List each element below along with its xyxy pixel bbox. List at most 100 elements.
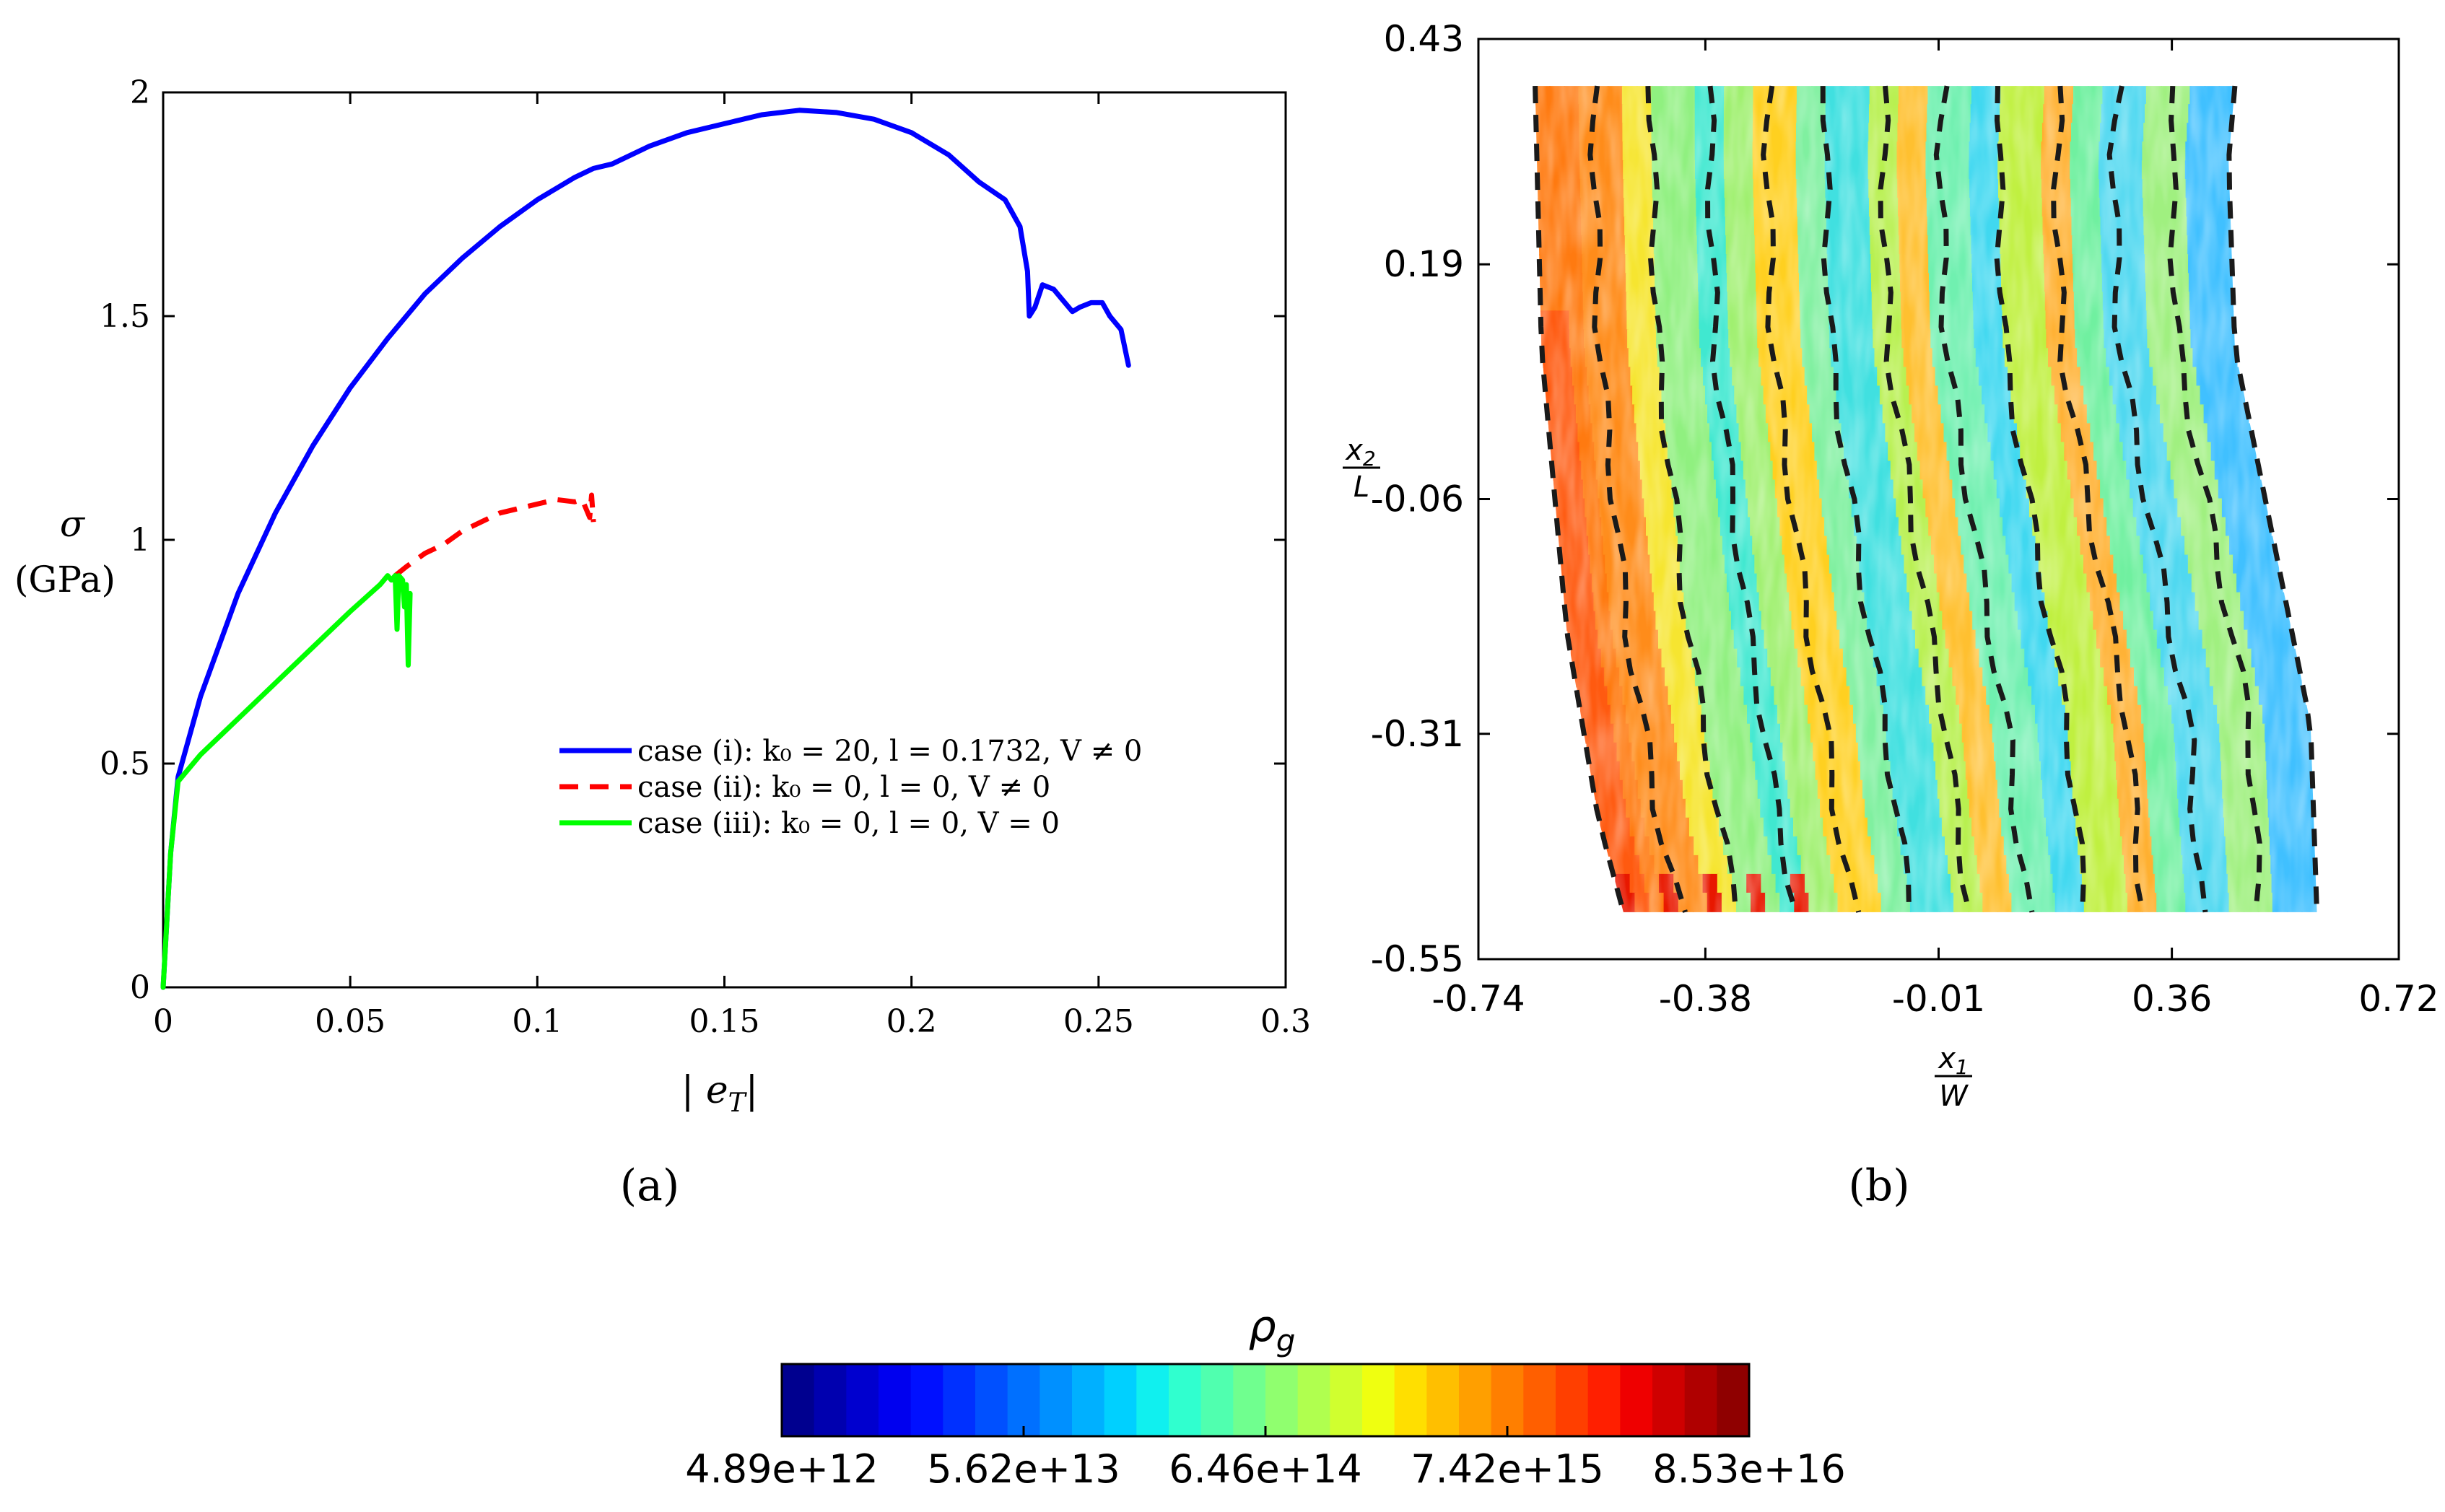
x-axis-label-subscript: T	[728, 1088, 748, 1118]
colorbar-title-symbol: ρ	[1249, 1301, 1276, 1352]
legend-label-3: case (iii): k₀ = 0, l = 0, V = 0	[637, 807, 1060, 840]
b-x-tick-label-4: 0.72	[2358, 978, 2439, 1020]
x-tick-label-5: 0.25	[1063, 1003, 1134, 1040]
colorbar-swatch-27	[1652, 1364, 1686, 1436]
colorbar-swatch-28	[1684, 1364, 1717, 1436]
colorbar-swatch-9	[1072, 1364, 1105, 1436]
y-tick-label-4: 2	[130, 74, 150, 111]
colorbar-tick-label-4: 8.53e+16	[1652, 1446, 1845, 1492]
b-x-tick-label-1: -0.38	[1659, 978, 1752, 1020]
colorbar-swatch-0	[782, 1364, 815, 1436]
colorbar-swatch-24	[1556, 1364, 1589, 1436]
colorbar-swatch-18	[1362, 1364, 1395, 1436]
colorbar-swatch-3	[879, 1364, 912, 1436]
colorbar-swatch-29	[1717, 1364, 1750, 1436]
y-axis-numerator: x2	[1344, 434, 1376, 471]
colorbar-swatch-11	[1136, 1364, 1169, 1436]
b-x-tick-label-2: -0.01	[1892, 978, 1985, 1020]
series-line-2	[393, 492, 596, 578]
density-contour-lines	[1533, 85, 2319, 913]
contour-line-6	[1820, 86, 1912, 912]
colorbar-tick-label-0: 4.89e+12	[685, 1446, 878, 1492]
colorbar-swatch-12	[1169, 1364, 1202, 1436]
legend-label-2: case (ii): k₀ = 0, l = 0, V ≠ 0	[637, 771, 1050, 804]
b-y-tick-label-3: 0.19	[1384, 243, 1464, 285]
colorbar-swatch-17	[1330, 1364, 1363, 1436]
contour-line-3	[1645, 86, 1738, 913]
y-tick-label-3: 1.5	[100, 298, 150, 335]
y-tick-label-0: 0	[130, 969, 150, 1006]
panel-label-b: (b)	[1848, 1161, 1909, 1211]
field-texture	[1535, 86, 2317, 912]
series-line-1	[160, 108, 1131, 990]
colorbar-tick-label-3: 7.42e+15	[1411, 1446, 1603, 1492]
chart-a-ticks: 0 0.05 0.1 0.15 0.2 0.25 0.3 0 0.5 1 1.5 2	[100, 74, 1311, 1040]
b-y-tick-label-2: -0.06	[1371, 478, 1464, 520]
colorbar-swatch-8	[1040, 1364, 1073, 1436]
colorbar-swatch-14	[1233, 1364, 1266, 1436]
contour-line-1	[1533, 86, 1626, 913]
axis-var-subscript: 2	[1363, 447, 1376, 471]
x-axis-denominator: W	[1939, 1080, 1969, 1113]
y-axis-unit: (GPa)	[14, 559, 116, 600]
colorbar-title-subscript: g	[1276, 1323, 1296, 1358]
x-axis-numerator: x1	[1937, 1042, 1969, 1079]
chart-a-legend: case (i): k₀ = 20, l = 0.1732, V ≠ 0case…	[559, 735, 1142, 840]
x-tick-label-4: 0.2	[886, 1003, 937, 1040]
x-axis-label-text: |	[681, 1069, 694, 1112]
x-tick-label-0: 0	[153, 1003, 173, 1040]
y-tick-label-1: 0.5	[100, 746, 150, 782]
y-axis-symbol: σ	[60, 503, 86, 545]
colorbar-swatch-15	[1265, 1364, 1299, 1436]
b-x-tick-label-0: -0.74	[1431, 978, 1525, 1020]
contour-line-12	[2167, 85, 2262, 913]
contour-line-11	[2106, 85, 2208, 913]
plot-a-frame	[162, 91, 1287, 989]
colorbar-swatch-21	[1459, 1364, 1492, 1436]
axis-var: x	[1344, 434, 1363, 467]
contour-line-4	[1704, 85, 1799, 913]
density-field-plot: -0.74 -0.38 -0.01 0.36 0.72 -0.55 -0.31 -0.06 0.…	[1343, 18, 2439, 1211]
y-axis-denominator: L	[1354, 471, 1369, 504]
colorbar-swatch-19	[1394, 1364, 1427, 1436]
density-field-heatmap	[1535, 86, 2317, 912]
colorbar-ticks: 4.89e+12 5.62e+13 6.46e+14 7.42e+15 8.53e+16	[685, 1426, 1846, 1492]
colorbar-title: ρg	[1249, 1301, 1296, 1358]
y-tick-label-2: 1	[130, 522, 150, 559]
x-tick-label-3: 0.15	[689, 1003, 760, 1040]
colorbar-swatch-7	[1007, 1364, 1040, 1436]
colorbar-swatch-5	[943, 1364, 976, 1436]
chart-a-series	[160, 108, 1131, 990]
colorbar-swatches	[782, 1364, 1750, 1436]
y-axis-fraction-label: x2 L	[1343, 434, 1380, 504]
contour-line-2	[1587, 85, 1688, 913]
colorbar-swatch-22	[1491, 1364, 1524, 1436]
b-y-tick-label-0: -0.55	[1371, 938, 1464, 980]
colorbar-swatch-6	[975, 1364, 1008, 1436]
panel-label-a: (a)	[620, 1161, 680, 1211]
legend-label-1: case (i): k₀ = 20, l = 0.1732, V ≠ 0	[637, 735, 1142, 768]
colorbar-swatch-1	[814, 1364, 847, 1436]
b-y-tick-label-1: -0.31	[1371, 713, 1464, 755]
b-x-tick-label-3: 0.36	[2132, 978, 2212, 1020]
colorbar-swatch-16	[1297, 1364, 1330, 1436]
colorbar-swatch-4	[910, 1364, 943, 1436]
axis-var-subscript: 1	[1956, 1055, 1969, 1079]
chart-b-ticks: -0.74 -0.38 -0.01 0.36 0.72 -0.55 -0.31 -0.06 0.…	[1371, 18, 2439, 1020]
colorbar-swatch-25	[1587, 1364, 1621, 1436]
x-axis-label: | eT|	[681, 1069, 758, 1118]
axis-var: x	[1937, 1042, 1956, 1075]
colorbar-swatch-23	[1523, 1364, 1556, 1436]
colorbar-swatch-13	[1200, 1364, 1234, 1436]
contour-line-9	[1994, 86, 2086, 913]
contour-line-10	[2051, 85, 2145, 913]
x-tick-label-2: 0.1	[512, 1003, 562, 1040]
colorbar-swatch-20	[1426, 1364, 1460, 1436]
stress-strain-chart: 0 0.05 0.1 0.15 0.2 0.25 0.300.511.52 σ (GPa) …	[14, 74, 1311, 1211]
x-tick-label-6: 0.3	[1260, 1003, 1311, 1040]
colorbar-swatch-10	[1104, 1364, 1137, 1436]
colorbar-swatch-26	[1620, 1364, 1653, 1436]
colorbar-swatch-2	[846, 1364, 879, 1436]
colorbar: ρg 4.89e+12 5.62e+13 6.46e+14 7.42e+15 8.53e…	[685, 1301, 1845, 1492]
